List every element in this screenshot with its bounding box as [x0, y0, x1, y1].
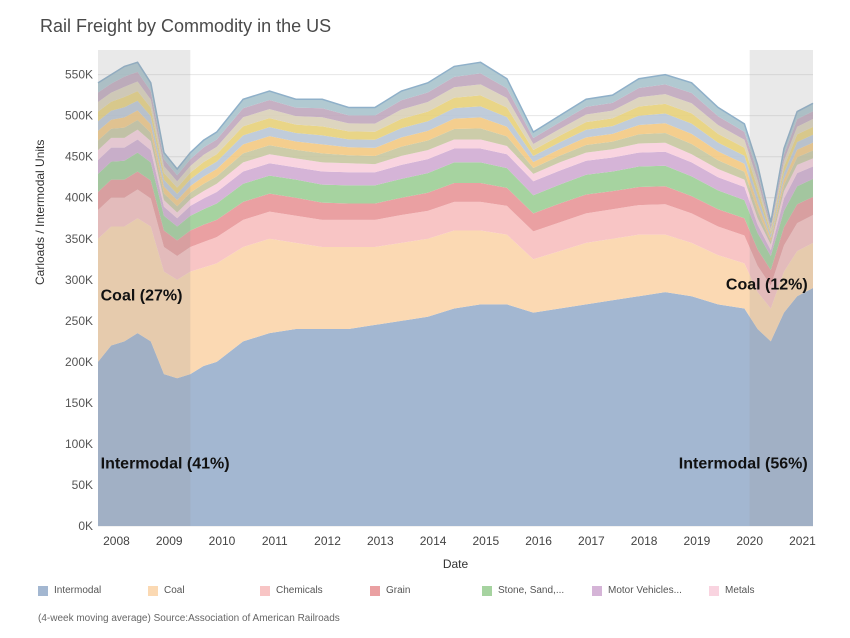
legend-swatch — [709, 585, 719, 596]
annotation-label: Coal (12%) — [726, 277, 808, 294]
x-tick-label: 2020 — [736, 534, 763, 548]
legend-label: Motor Vehicles... — [608, 585, 682, 596]
legend-swatch — [482, 585, 492, 596]
annotation-label: Intermodal (41%) — [101, 456, 230, 473]
legend-swatch — [260, 585, 270, 596]
y-tick-label: 0K — [78, 519, 93, 533]
area-grain — [98, 171, 813, 286]
area-other-commodity — [98, 110, 813, 242]
total-line — [97, 61, 814, 223]
x-tick-label: 2019 — [684, 534, 711, 548]
area-other-commodity — [98, 119, 813, 245]
legend-swatch — [38, 585, 48, 596]
legend: Intermodal Coal Chemicals Grain Stone, Sand,… — [38, 585, 799, 596]
area-intermodal — [98, 288, 813, 526]
legend-label: Intermodal — [54, 585, 102, 596]
legend-item: Stone, Sand,... — [482, 585, 592, 596]
legend-label: Grain — [386, 585, 411, 596]
x-tick-label: 2016 — [525, 534, 552, 548]
y-tick-label: 150K — [65, 396, 93, 410]
legend-label: Chemicals — [276, 585, 323, 596]
x-axis-label: Date — [443, 557, 469, 571]
legend-item: Grain — [370, 585, 482, 596]
area-chemicals — [98, 189, 813, 309]
x-tick-label: 2011 — [262, 534, 288, 548]
y-tick-label: 450K — [65, 150, 93, 164]
y-tick-label: 100K — [65, 437, 93, 451]
y-tick-label: 200K — [65, 355, 93, 369]
x-tick-label: 2008 — [103, 534, 130, 548]
annotation-label: Coal (27%) — [101, 287, 183, 304]
legend-item: Intermodal — [38, 585, 148, 596]
y-tick-label: 50K — [72, 478, 93, 492]
x-tick-label: 2018 — [631, 534, 658, 548]
legend-label: Stone, Sand,... — [498, 585, 565, 596]
y-tick-label: 500K — [65, 109, 93, 123]
chart-title: Rail Freight by Commodity in the US — [40, 16, 332, 36]
x-tick-label: 2013 — [367, 534, 394, 548]
y-tick-label: 400K — [65, 191, 93, 205]
area-other-commodity — [98, 81, 813, 232]
legend-item: Chemicals — [260, 585, 370, 596]
area-metals — [98, 129, 813, 251]
recession-shade — [98, 50, 191, 526]
legend-swatch — [592, 585, 602, 596]
x-tick-label: 2015 — [472, 534, 499, 548]
annotation-label: Intermodal (56%) — [679, 456, 808, 473]
source-note: (4-week moving average) Source:Associati… — [38, 613, 340, 624]
x-tick-label: 2009 — [156, 534, 183, 548]
area-other-commodity — [98, 100, 813, 239]
x-tick-label: 2017 — [578, 534, 605, 548]
y-tick-label: 250K — [65, 314, 93, 328]
y-tick-label: 300K — [65, 273, 93, 287]
area-coal — [98, 218, 813, 379]
area-motor-vehicles — [98, 139, 813, 256]
legend-label: Coal — [164, 585, 185, 596]
legend-swatch — [370, 585, 380, 596]
legend-item: Motor Vehicles... — [592, 585, 709, 596]
legend-item: Coal — [148, 585, 260, 596]
legend-swatch — [148, 585, 158, 596]
y-tick-label: 350K — [65, 232, 93, 246]
x-tick-label: 2021 — [789, 534, 816, 548]
area-other-commodity — [98, 91, 813, 236]
legend-item: Metals — [709, 585, 799, 596]
recession-shade — [749, 50, 813, 526]
y-tick-label: 550K — [65, 68, 93, 82]
x-tick-label: 2010 — [209, 534, 236, 548]
area-stone-sand — [98, 152, 813, 270]
x-tick-label: 2014 — [420, 534, 447, 548]
x-tick-label: 2012 — [314, 534, 341, 548]
legend-label: Metals — [725, 585, 755, 596]
area-chart: 0K 50K 100K 150K 200K 250K 300K 350K 400K 450K 500… — [65, 50, 816, 571]
